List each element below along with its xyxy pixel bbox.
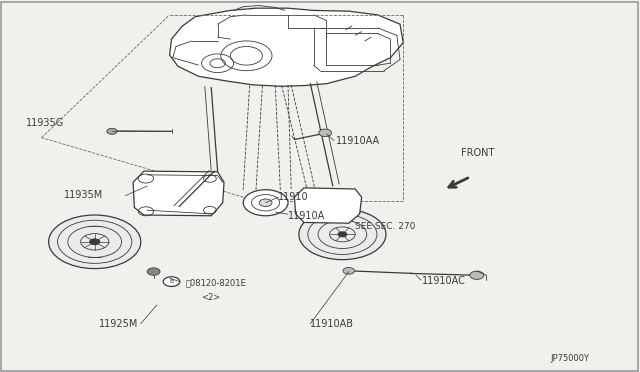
Circle shape — [147, 268, 160, 275]
Circle shape — [299, 209, 386, 260]
Text: 11910AB: 11910AB — [310, 319, 355, 328]
Text: SEE SEC. 270: SEE SEC. 270 — [355, 222, 415, 231]
Text: JP75000Y: JP75000Y — [550, 355, 589, 363]
Circle shape — [163, 277, 180, 286]
Text: 11910A: 11910A — [288, 211, 325, 221]
Polygon shape — [170, 8, 403, 86]
Circle shape — [319, 129, 332, 137]
Polygon shape — [294, 188, 362, 223]
Circle shape — [343, 267, 355, 274]
Text: 11925M: 11925M — [99, 319, 139, 328]
Text: <2>: <2> — [202, 293, 221, 302]
Circle shape — [338, 232, 347, 237]
Circle shape — [243, 190, 288, 216]
Text: 11910: 11910 — [278, 192, 309, 202]
Text: 11935M: 11935M — [64, 190, 103, 200]
Text: FRONT: FRONT — [461, 148, 494, 157]
Text: B: B — [170, 279, 173, 284]
Circle shape — [470, 271, 484, 279]
Text: 11910AC: 11910AC — [422, 276, 467, 286]
Text: 11935G: 11935G — [26, 118, 64, 128]
Circle shape — [90, 239, 100, 245]
Circle shape — [107, 128, 117, 134]
Circle shape — [259, 199, 272, 206]
Text: Ⓑ08120-8201E: Ⓑ08120-8201E — [186, 278, 246, 287]
Circle shape — [49, 215, 141, 269]
Text: 11910AA: 11910AA — [336, 137, 380, 146]
Polygon shape — [133, 171, 224, 216]
